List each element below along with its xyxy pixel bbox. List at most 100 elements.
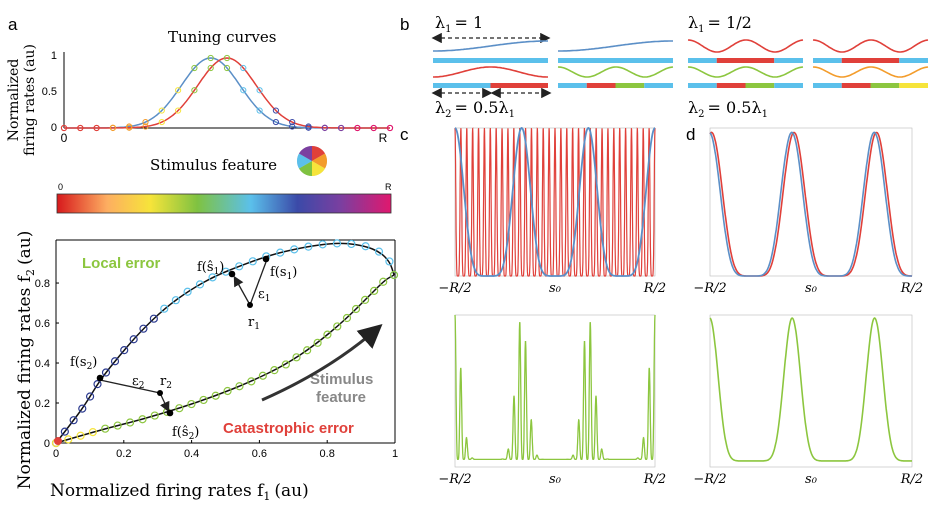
axis-tick-2: R/2 [643,472,666,487]
plot-curve [709,131,912,277]
catastrophic-error-label: Catastrophic error [223,420,354,437]
manifold-xtick-label: 0.2 [116,448,131,460]
manifold-ylabel-text: Normalized firing rates f [15,274,35,489]
manifold-marker [211,391,220,400]
manifold-upper-curve [55,242,395,444]
lambda1-left: λ1 = 1 [435,13,483,35]
tuning-marker [158,107,165,114]
schematic-bar [688,58,717,63]
manifold-marker [183,287,192,296]
manifold-marker [113,421,122,430]
tuning-marker [158,118,165,126]
manifold-marker [101,368,111,377]
manifold-marker [361,242,370,251]
tuning-curve-red [64,57,390,129]
plot-curve [454,127,656,277]
manifold-marker [78,404,87,413]
manifold-marker [175,404,184,413]
schematic-wave [812,39,929,53]
tuning-marker [289,118,296,126]
panel-c-plots [454,127,656,468]
manifold-marker [304,242,313,251]
label-eps1: ε1 [258,287,270,304]
tuning-marker [223,64,231,72]
manifold-xtick-label: 0.4 [184,448,199,460]
manifold-marker [88,428,97,437]
manifold-xtick-label: 0.8 [320,448,335,460]
manifold-marker [125,418,135,427]
tuning-marker [289,123,296,130]
manifold-marker [292,353,301,362]
manifold-marker [101,424,110,433]
tuning-marker [240,87,247,94]
schematic-bar [433,58,548,63]
manifold-marker [281,360,290,369]
tuning-curve-blue [64,57,390,129]
axis-tick-0: −R/2 [438,281,471,296]
axis-tick-1: s₀ [549,281,562,296]
panel-label-a: a [8,15,18,34]
plot-curve [709,317,912,462]
manifold-marker [290,245,299,254]
tuning-ylabel: Normalized firing rates (au) [6,44,38,156]
manifold-marker [313,338,322,347]
panel-label-b: b [400,15,409,34]
manifold-marker [64,435,73,444]
label-eps2: ε2 [132,374,144,391]
manifold-marker [149,314,158,323]
tuning-marker [305,123,312,130]
tuning-title: Tuning curves [168,28,276,46]
manifold-marker [76,431,85,440]
tuning-marker [386,124,394,132]
schematic-bar [433,83,491,88]
manifold-xtick-label: 0.6 [252,448,267,460]
tuning-ytick-1: 1 [51,50,57,62]
manifold-marker [360,295,370,305]
tuning-marker [126,124,133,131]
schematic-wave [433,66,548,78]
colorbar-tick-0: 0 [58,182,63,192]
schematic-bar [813,58,842,63]
schematic-bar [899,83,928,88]
manifold-origin-marker [54,437,62,445]
manifold-marker [93,380,102,389]
manifold-xtick-label: 0 [53,448,59,460]
schematic-bar [688,83,717,88]
manifold-ytick-label: 0.8 [35,278,50,290]
manifold-marker [235,262,244,271]
manifold-marker [303,346,312,355]
stimulus-feature-arrow-label-2: feature [316,389,366,406]
manifold-curves [51,239,399,448]
schematic-wave [433,40,548,52]
manifold-marker [110,357,120,366]
tuning-marker [223,54,231,62]
schematic-wave [687,39,804,53]
schematic-bar [841,58,900,63]
label-fs2: f(s2) [70,355,97,372]
axis-tick-2: R/2 [900,472,923,487]
axis-tick-1: s₀ [805,281,818,296]
manifold-ytick-label: 0 [44,438,50,450]
tuning-marker [175,87,182,94]
tuning-marker [370,124,377,132]
label-r1: r1 [248,315,260,332]
manifold-marker [374,247,384,256]
axis-tick-0: −R/2 [693,281,726,296]
tuning-marker [272,118,279,126]
schematic-bar [716,83,746,88]
stimulus-colorbar [56,193,392,214]
tuning-xtick-R: R [379,131,388,145]
stimulus-feature-label: Stimulus feature [150,156,277,174]
manifold-marker [370,286,379,295]
axis-tick-2: R/2 [643,281,666,296]
manifold-marker [160,304,169,313]
manifold-marker [138,415,147,424]
tuning-marker [77,124,84,132]
manifold-marker [318,240,327,249]
label-fs1hat: f(ŝ1) [197,260,224,277]
manifold-ytick-label: 0.6 [35,318,50,330]
label-r2: r2 [160,374,172,391]
manifold-marker [276,248,285,257]
manifold-marker [139,324,148,333]
